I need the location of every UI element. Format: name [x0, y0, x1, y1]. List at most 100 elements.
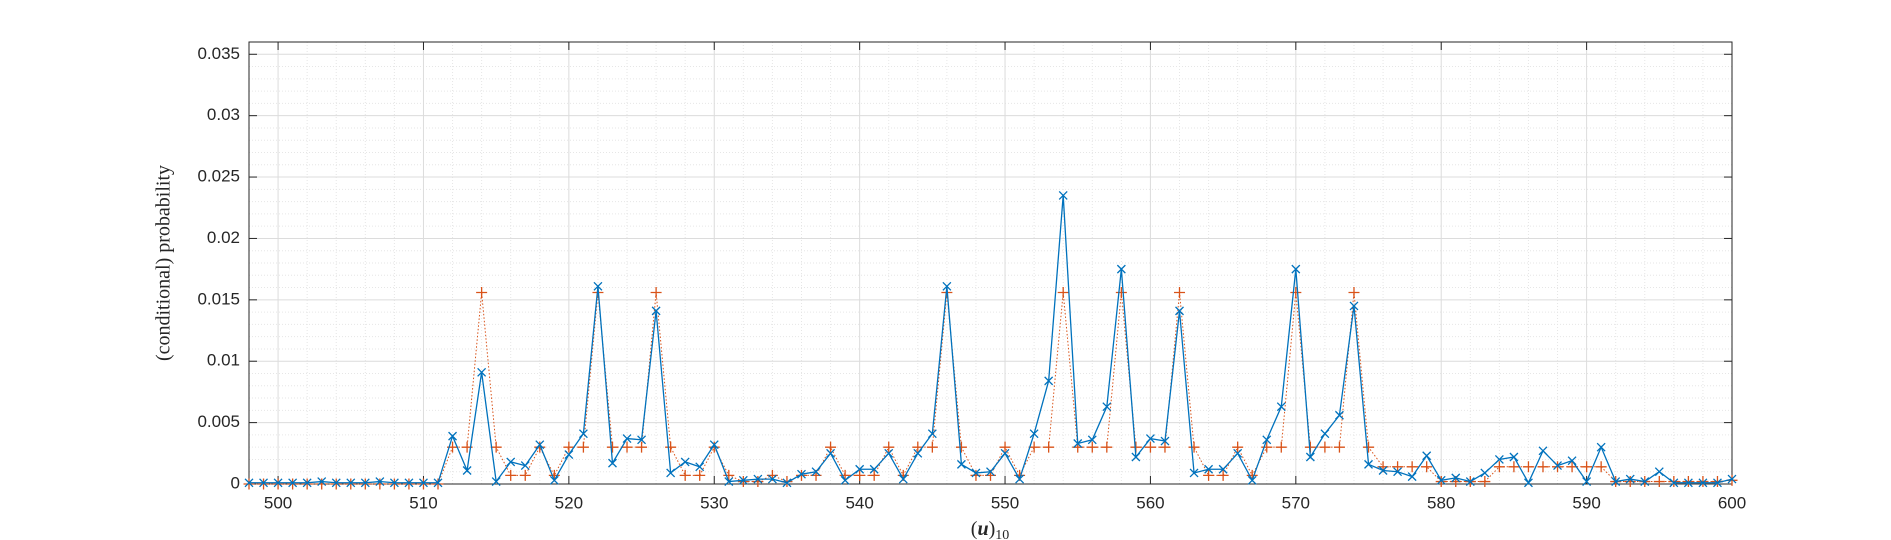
point-marker [636, 441, 648, 453]
point-marker [477, 367, 487, 377]
point-marker [346, 478, 356, 488]
point-marker [1145, 434, 1155, 444]
point-marker [535, 440, 545, 450]
point-marker [723, 469, 735, 481]
point-marker [825, 441, 837, 453]
point-marker [1479, 476, 1491, 488]
y-tick-label: 0 [231, 473, 240, 492]
point-marker [476, 286, 488, 298]
point-marker [243, 478, 255, 490]
point-marker [1406, 461, 1418, 473]
x-tick-label: 560 [1136, 493, 1164, 512]
x-tick-label: 580 [1427, 493, 1455, 512]
point-marker [433, 478, 443, 488]
point-marker [869, 464, 879, 474]
point-marker [432, 478, 444, 490]
point-marker [970, 469, 982, 481]
point-marker [331, 478, 341, 488]
point-marker [999, 441, 1011, 453]
y-tick-label: 0.015 [197, 289, 240, 308]
point-marker [1115, 286, 1127, 298]
point-marker [1727, 474, 1737, 484]
point-marker [1654, 467, 1664, 477]
point-marker [1144, 441, 1156, 453]
point-marker [1290, 286, 1302, 298]
point-marker [1392, 461, 1404, 473]
point-marker [417, 478, 429, 490]
point-marker [1116, 264, 1126, 274]
y-tick-label: 0.005 [197, 412, 240, 431]
point-marker [971, 468, 981, 478]
point-marker [782, 478, 792, 488]
point-marker [1364, 459, 1373, 469]
point-marker [259, 478, 268, 488]
point-marker [606, 441, 618, 453]
point-marker [359, 478, 371, 490]
point-marker [1087, 435, 1097, 445]
point-marker [288, 478, 298, 488]
x-tick-label: 600 [1718, 493, 1746, 512]
point-marker [1131, 452, 1141, 462]
point-marker [1189, 468, 1199, 478]
point-marker [1261, 441, 1273, 453]
point-marker [840, 475, 850, 485]
point-marker [942, 281, 952, 291]
point-marker [403, 478, 415, 490]
point-marker [287, 478, 299, 490]
point-marker [1669, 478, 1679, 488]
point-marker [1713, 478, 1722, 488]
point-marker [1435, 476, 1447, 488]
point-marker [1538, 446, 1548, 456]
point-marker [1611, 477, 1621, 487]
point-marker [1493, 461, 1505, 473]
point-marker [564, 450, 574, 459]
point-marker [1276, 402, 1286, 412]
point-marker [1015, 474, 1025, 484]
point-marker [577, 441, 589, 453]
point-marker [1698, 478, 1708, 488]
point-marker [737, 476, 749, 488]
point-marker [1305, 452, 1315, 462]
point-marker [388, 478, 400, 490]
point-marker [258, 478, 270, 490]
point-marker [811, 467, 821, 477]
point-marker [651, 306, 661, 316]
point-marker [302, 478, 312, 488]
point-marker [1509, 452, 1519, 462]
point-marker [724, 477, 734, 487]
point-marker [665, 441, 677, 453]
point-marker [1233, 448, 1243, 458]
point-marker [244, 478, 254, 488]
point-marker [1319, 441, 1331, 453]
point-marker [1407, 472, 1417, 482]
point-marker [578, 429, 588, 439]
point-marker [753, 474, 763, 484]
point-marker [1582, 477, 1592, 487]
point-marker [1175, 306, 1184, 316]
point-marker [490, 441, 502, 453]
point-marker [883, 441, 895, 453]
point-marker [738, 475, 748, 485]
point-marker [389, 478, 399, 488]
point-marker [1044, 376, 1054, 386]
point-marker [272, 478, 284, 490]
point-marker [695, 462, 705, 472]
y-tick-label: 0.025 [197, 167, 240, 186]
point-marker [1057, 286, 1069, 298]
x-tick-label: 530 [700, 493, 728, 512]
point-marker [1624, 476, 1636, 488]
point-marker [1465, 477, 1475, 487]
y-tick-label: 0.02 [207, 228, 240, 247]
point-marker [1174, 286, 1186, 298]
axes-box [248, 41, 1733, 485]
point-marker [505, 469, 517, 481]
point-marker [1203, 469, 1215, 481]
point-marker [927, 429, 937, 439]
point-marker [1595, 461, 1607, 473]
point-marker [637, 435, 647, 445]
point-marker [330, 478, 342, 490]
point-marker [316, 478, 328, 490]
y-tick-label: 0.035 [197, 44, 240, 63]
point-marker [826, 448, 836, 458]
